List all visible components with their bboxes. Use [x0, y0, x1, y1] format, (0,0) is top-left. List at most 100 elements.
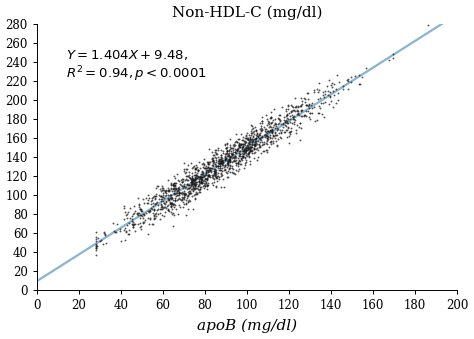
Point: [203, 159, 211, 164]
Point: [313, 86, 321, 92]
Point: [167, 192, 174, 197]
Point: [182, 170, 190, 175]
Point: [225, 166, 233, 172]
Point: [223, 170, 230, 176]
Point: [231, 140, 238, 145]
Point: [239, 154, 246, 159]
Point: [175, 202, 183, 208]
Point: [221, 151, 228, 157]
Point: [224, 168, 231, 174]
Point: [152, 186, 160, 191]
Point: [212, 147, 219, 153]
Point: [242, 144, 249, 150]
Point: [92, 242, 100, 247]
Point: [188, 182, 195, 187]
Point: [92, 244, 100, 250]
Point: [146, 208, 154, 214]
Point: [123, 216, 131, 221]
Point: [285, 133, 292, 139]
Point: [212, 164, 219, 169]
Point: [185, 169, 193, 174]
X-axis label: apoB (mg/dl): apoB (mg/dl): [197, 319, 297, 334]
Point: [210, 171, 217, 177]
Point: [181, 192, 189, 197]
Point: [92, 247, 100, 252]
Point: [304, 103, 312, 108]
Point: [217, 164, 224, 169]
Point: [100, 230, 108, 235]
Point: [177, 190, 184, 196]
Point: [171, 198, 179, 203]
Point: [335, 79, 343, 85]
Point: [203, 175, 210, 181]
Point: [216, 160, 223, 165]
Point: [246, 155, 253, 160]
Point: [180, 195, 187, 201]
Point: [251, 128, 258, 133]
Point: [282, 119, 289, 125]
Point: [217, 167, 224, 172]
Point: [162, 202, 169, 207]
Point: [164, 206, 171, 212]
Point: [188, 181, 195, 187]
Point: [260, 139, 268, 144]
Point: [240, 165, 248, 171]
Point: [143, 200, 151, 205]
Point: [129, 224, 137, 230]
Point: [294, 108, 301, 113]
Point: [298, 107, 306, 113]
Point: [268, 126, 276, 132]
Point: [256, 139, 264, 144]
Point: [180, 190, 188, 196]
Point: [257, 134, 264, 140]
Point: [267, 141, 275, 147]
Point: [241, 141, 248, 147]
Point: [302, 103, 310, 108]
Point: [192, 172, 200, 177]
Point: [227, 169, 234, 175]
Point: [225, 148, 233, 154]
Point: [209, 159, 216, 164]
Point: [201, 176, 209, 181]
Point: [275, 116, 283, 121]
Point: [176, 196, 184, 202]
Point: [258, 135, 265, 140]
Point: [154, 202, 162, 207]
Point: [236, 166, 243, 172]
Point: [385, 57, 392, 62]
Point: [217, 156, 225, 161]
Point: [246, 146, 254, 151]
Point: [212, 167, 219, 173]
Point: [200, 182, 207, 187]
Point: [92, 243, 100, 249]
Point: [180, 192, 188, 197]
Point: [150, 216, 157, 221]
Point: [94, 235, 102, 241]
Point: [223, 169, 230, 174]
Point: [223, 161, 230, 166]
Point: [234, 163, 242, 169]
Point: [195, 177, 203, 182]
Point: [238, 145, 246, 150]
Point: [189, 181, 196, 186]
Point: [262, 129, 270, 135]
Point: [206, 159, 214, 164]
Point: [238, 150, 246, 155]
Point: [200, 164, 207, 170]
Point: [241, 149, 248, 155]
Point: [191, 175, 199, 181]
Point: [172, 185, 180, 191]
Point: [245, 142, 253, 147]
Point: [180, 168, 188, 173]
Point: [237, 151, 244, 156]
Point: [200, 166, 208, 171]
Point: [245, 132, 253, 137]
Point: [223, 141, 230, 146]
Point: [172, 186, 180, 192]
Point: [326, 94, 333, 99]
Point: [196, 180, 204, 186]
Point: [219, 158, 227, 163]
Point: [284, 120, 292, 125]
Point: [290, 107, 298, 113]
Point: [154, 207, 161, 213]
